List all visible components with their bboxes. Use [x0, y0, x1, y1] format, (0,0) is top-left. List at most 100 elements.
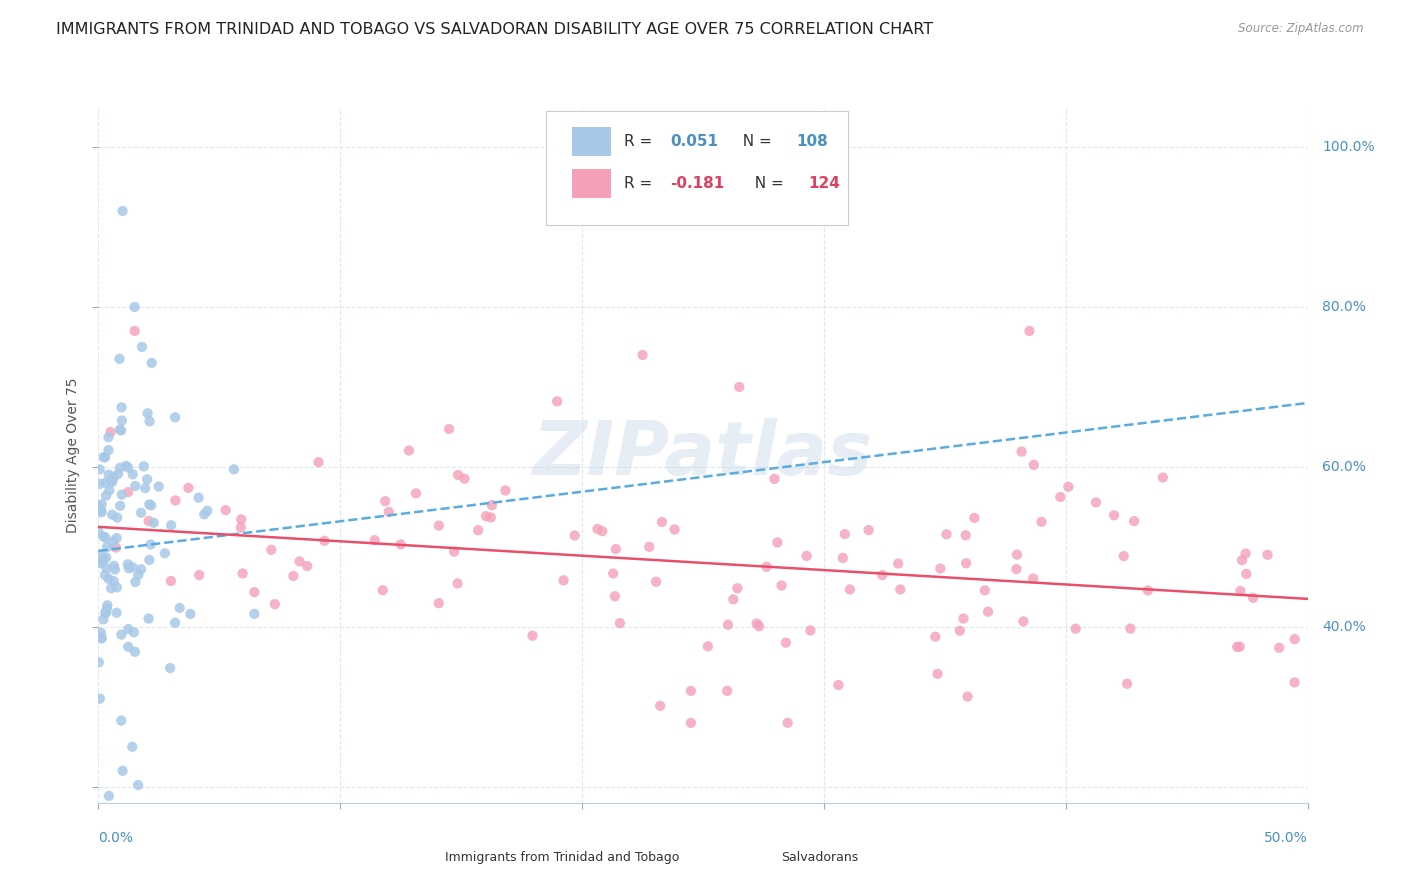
- Point: [1226, 640, 1249, 654]
- Point: [443, 544, 465, 558]
- Point: [553, 574, 575, 588]
- Point: [776, 715, 799, 730]
- Point: [108, 422, 131, 436]
- Point: [222, 462, 245, 476]
- Point: [728, 380, 751, 394]
- Point: [977, 605, 1000, 619]
- Point: [159, 661, 181, 675]
- Point: [121, 467, 143, 482]
- Point: [956, 690, 979, 704]
- Text: 40.0%: 40.0%: [1322, 620, 1365, 634]
- Point: [132, 459, 155, 474]
- Point: [136, 472, 159, 486]
- Point: [87, 655, 110, 669]
- Point: [97, 443, 120, 458]
- Text: 0.0%: 0.0%: [98, 830, 134, 845]
- Point: [98, 483, 121, 498]
- Text: R =: R =: [624, 176, 658, 191]
- Point: [139, 537, 162, 551]
- Point: [770, 578, 793, 592]
- Point: [1085, 495, 1108, 509]
- Text: IMMIGRANTS FROM TRINIDAD AND TOBAGO VS SALVADORAN DISABILITY AGE OVER 75 CORRELA: IMMIGRANTS FROM TRINIDAD AND TOBAGO VS S…: [56, 22, 934, 37]
- Point: [165, 615, 187, 630]
- Point: [87, 525, 110, 540]
- Point: [96, 599, 118, 613]
- Point: [467, 523, 489, 537]
- Point: [374, 494, 396, 508]
- Point: [90, 625, 112, 640]
- Point: [1229, 640, 1251, 654]
- Point: [94, 450, 117, 465]
- Point: [437, 422, 460, 436]
- Point: [96, 540, 118, 554]
- Point: [479, 510, 502, 524]
- Point: [371, 583, 394, 598]
- Text: 60.0%: 60.0%: [1322, 460, 1367, 474]
- Point: [94, 475, 117, 490]
- Point: [96, 489, 118, 503]
- Point: [605, 542, 627, 557]
- Point: [111, 764, 134, 778]
- Point: [138, 514, 160, 528]
- Point: [103, 574, 125, 589]
- Point: [260, 542, 283, 557]
- FancyBboxPatch shape: [572, 169, 612, 198]
- Point: [101, 534, 124, 549]
- Point: [90, 631, 112, 645]
- Point: [136, 406, 159, 420]
- Point: [94, 531, 117, 545]
- Point: [725, 582, 748, 596]
- Point: [546, 394, 568, 409]
- Point: [138, 611, 160, 625]
- Point: [108, 499, 131, 513]
- Point: [755, 559, 778, 574]
- Point: [858, 523, 880, 537]
- Point: [679, 715, 702, 730]
- Point: [124, 645, 146, 659]
- Point: [195, 504, 218, 518]
- Text: 0.051: 0.051: [671, 135, 718, 149]
- FancyBboxPatch shape: [740, 847, 773, 868]
- Point: [935, 527, 957, 541]
- Text: N =: N =: [734, 135, 778, 149]
- Point: [1049, 490, 1071, 504]
- Text: 124: 124: [808, 176, 839, 191]
- Point: [89, 691, 111, 706]
- Point: [121, 560, 143, 574]
- Point: [115, 458, 138, 473]
- Text: Salvadorans: Salvadorans: [782, 851, 859, 863]
- Point: [1064, 622, 1087, 636]
- Point: [108, 460, 131, 475]
- Text: 108: 108: [796, 135, 828, 149]
- Point: [1123, 514, 1146, 528]
- Point: [1012, 615, 1035, 629]
- Point: [90, 497, 112, 511]
- Point: [91, 612, 114, 626]
- Point: [104, 541, 127, 555]
- Point: [100, 581, 122, 595]
- Point: [96, 561, 118, 575]
- Point: [141, 499, 163, 513]
- Point: [748, 619, 770, 633]
- Point: [1112, 549, 1135, 563]
- FancyBboxPatch shape: [404, 847, 437, 868]
- Point: [889, 582, 911, 597]
- Point: [723, 592, 745, 607]
- Point: [1031, 515, 1053, 529]
- Point: [389, 537, 412, 551]
- Point: [117, 640, 139, 654]
- Point: [1257, 548, 1279, 562]
- Point: [1116, 677, 1139, 691]
- Point: [308, 455, 330, 469]
- Point: [138, 553, 160, 567]
- Point: [108, 351, 131, 366]
- Text: 80.0%: 80.0%: [1322, 300, 1367, 314]
- Text: 100.0%: 100.0%: [1322, 140, 1375, 154]
- Point: [717, 617, 740, 632]
- Point: [93, 553, 115, 567]
- Point: [103, 558, 125, 573]
- Point: [378, 505, 401, 519]
- Point: [100, 473, 122, 487]
- Point: [214, 503, 236, 517]
- Point: [564, 528, 586, 542]
